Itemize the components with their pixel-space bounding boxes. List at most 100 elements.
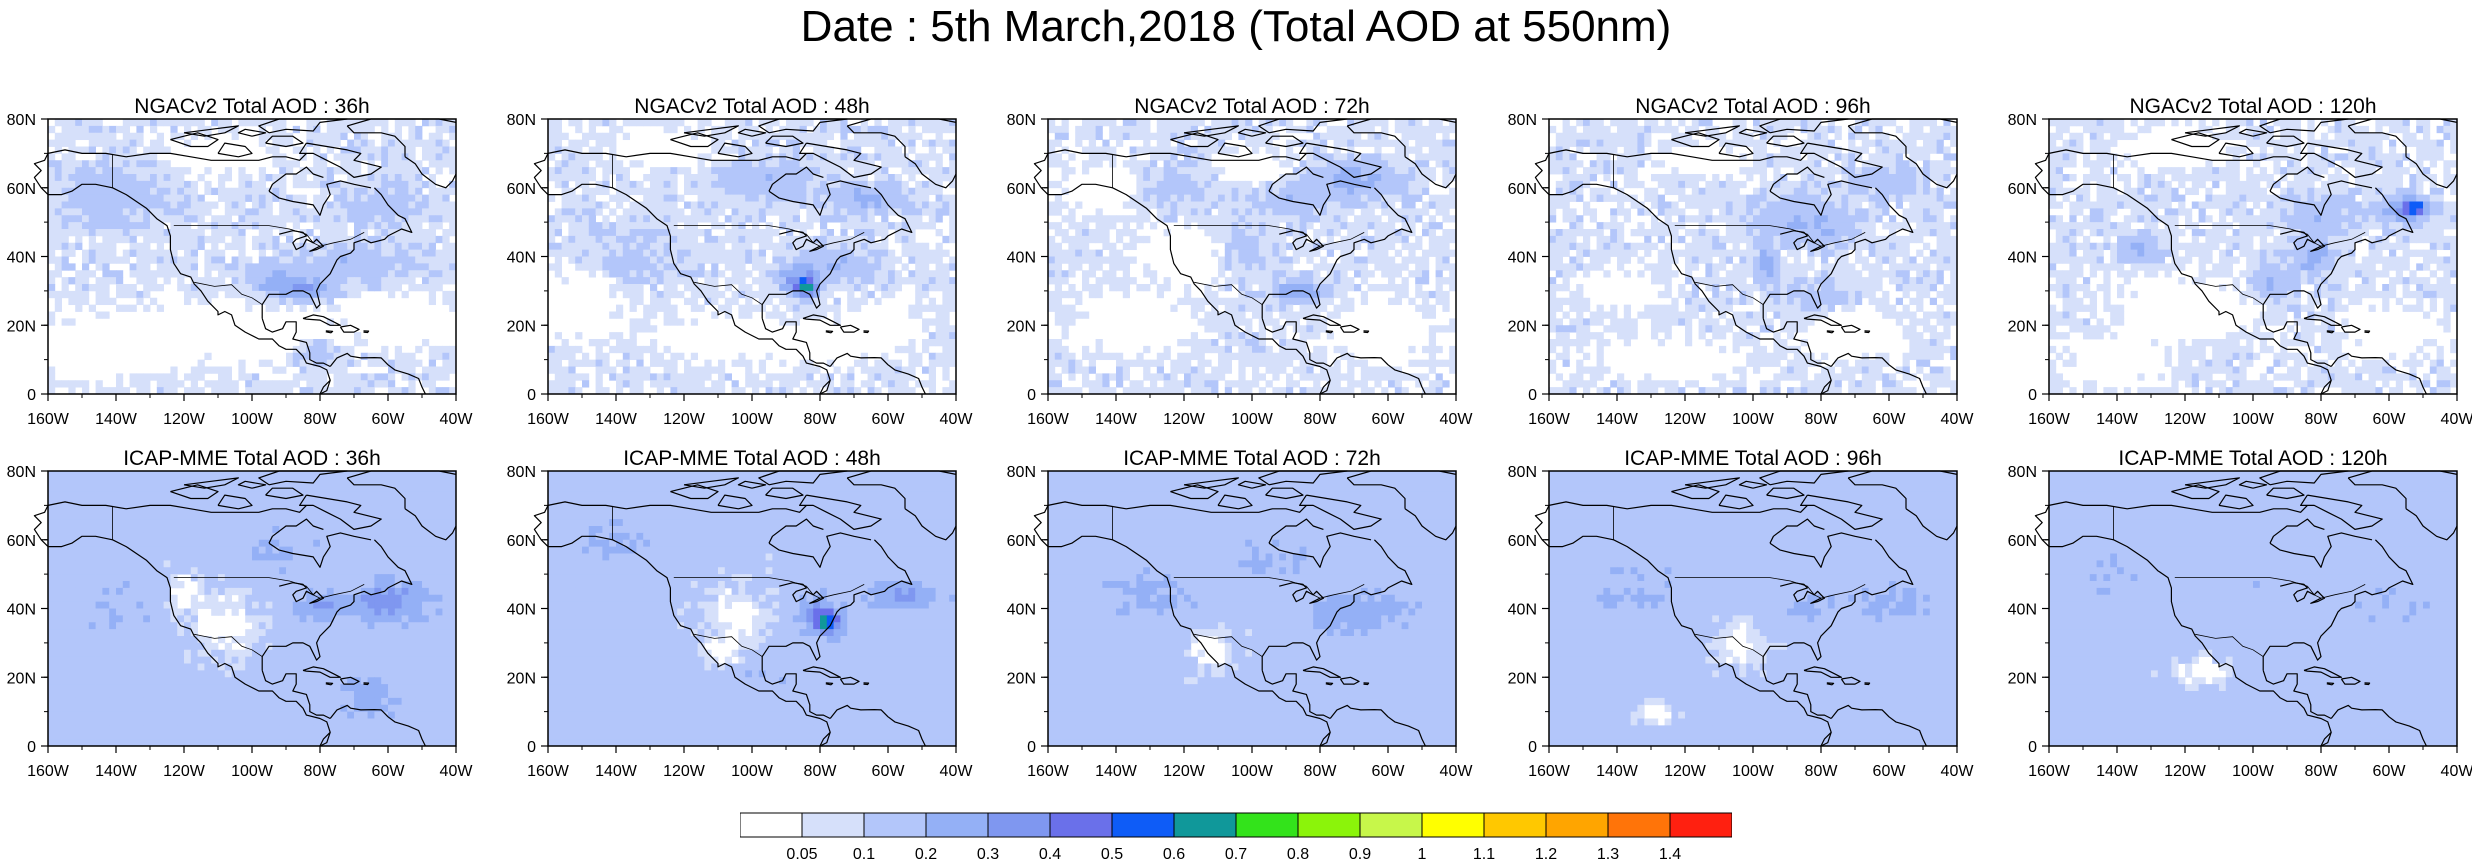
aod-cell: [360, 242, 368, 251]
aod-cell: [116, 208, 124, 216]
aod-cell: [1442, 125, 1450, 134]
aod-cell: [279, 139, 287, 147]
aod-cell: [663, 290, 671, 299]
aod-cell: [258, 180, 266, 189]
aod-cell: [197, 194, 205, 202]
aod-cell: [1122, 284, 1130, 292]
aod-cell: [1082, 229, 1090, 237]
aod-cell: [704, 229, 712, 237]
aod-cell: [1381, 249, 1389, 257]
aod-cell: [1292, 256, 1300, 264]
aod-cell: [170, 235, 178, 244]
aod-cell: [690, 201, 698, 209]
aod-cell: [1320, 290, 1328, 299]
aod-cell: [765, 174, 773, 182]
aod-cell: [150, 174, 158, 182]
aod-cell: [1190, 194, 1198, 202]
aod-cell: [340, 146, 348, 154]
aod-cell: [908, 277, 916, 285]
aod-cell: [745, 297, 753, 306]
aod-cell: [1197, 194, 1205, 202]
aod-cell: [860, 366, 868, 374]
aod-cell: [636, 318, 644, 326]
aod-cell: [1272, 229, 1280, 237]
aod-cell: [724, 174, 732, 182]
aod-cell: [1143, 373, 1151, 381]
aod-cell: [1374, 167, 1382, 175]
aod-cell: [1170, 194, 1178, 202]
aod-cell: [806, 208, 814, 216]
aod-cell: [684, 297, 692, 306]
aod-cell: [1326, 180, 1334, 189]
aod-cell: [1245, 339, 1253, 347]
aod-cell: [1333, 146, 1341, 154]
aod-cell: [595, 229, 603, 237]
aod-cell: [942, 125, 950, 134]
aod-cell: [949, 229, 957, 237]
aod-cell: [1449, 215, 1457, 223]
aod-cell: [949, 339, 957, 347]
aod-cell: [908, 187, 916, 196]
aod-cell: [854, 387, 862, 395]
aod-cell: [367, 256, 375, 264]
aod-cell: [408, 352, 416, 361]
aod-cell: [745, 208, 753, 216]
aod-cell: [1224, 359, 1232, 367]
aod-cell: [252, 270, 260, 278]
aod-cell: [1326, 263, 1334, 271]
aod-cell: [758, 160, 766, 168]
aod-cell: [860, 125, 868, 134]
aod-cell: [129, 215, 137, 223]
aod-cell: [394, 215, 402, 223]
aod-cell: [1265, 132, 1273, 141]
aod-cell: [847, 256, 855, 264]
aod-cell: [1054, 352, 1062, 361]
aod-cell: [1286, 304, 1294, 312]
aod-cell: [1292, 167, 1300, 175]
aod-cell: [752, 290, 760, 299]
aod-cell: [170, 229, 178, 237]
aod-cell: [609, 345, 617, 354]
aod-cell: [806, 373, 814, 381]
aod-cell: [1449, 153, 1457, 161]
aod-cell: [1360, 270, 1368, 278]
aod-cell: [1048, 249, 1056, 257]
aod-cell: [1061, 160, 1069, 168]
aod-cell: [1102, 153, 1110, 161]
aod-cell: [1415, 256, 1423, 264]
aod-cell: [1388, 366, 1396, 374]
aod-cell: [1347, 256, 1355, 264]
aod-cell: [582, 194, 590, 202]
aod-cell: [1061, 311, 1069, 319]
aod-cell: [320, 194, 328, 202]
aod-cell: [738, 304, 746, 312]
aod-cell: [881, 380, 889, 388]
aod-cell: [354, 270, 362, 278]
aod-cell: [1082, 284, 1090, 292]
aod-cell: [258, 208, 266, 216]
aod-cell: [894, 174, 902, 182]
aod-cell: [1122, 366, 1130, 374]
aod-cell: [922, 380, 930, 388]
aod-cell: [1292, 187, 1300, 196]
aod-cell: [1238, 194, 1246, 202]
aod-cell: [1163, 132, 1171, 141]
aod-cell: [731, 235, 739, 244]
aod-cell: [867, 277, 875, 285]
aod-cell: [1109, 263, 1117, 271]
aod-cell: [170, 125, 178, 134]
aod-cell: [1272, 304, 1280, 312]
aod-cell: [75, 167, 83, 175]
aod-cell: [415, 167, 423, 175]
aod-cell: [1129, 194, 1137, 202]
aod-cell: [1299, 222, 1307, 230]
aod-cell: [847, 380, 855, 388]
aod-cell: [636, 256, 644, 264]
aod-cell: [347, 119, 355, 127]
aod-cell: [915, 359, 923, 367]
aod-cell: [48, 208, 56, 216]
aod-cell: [636, 325, 644, 333]
aod-cell: [122, 146, 130, 154]
lon-tick-label: 140W: [95, 411, 138, 428]
aod-cell: [156, 119, 164, 127]
